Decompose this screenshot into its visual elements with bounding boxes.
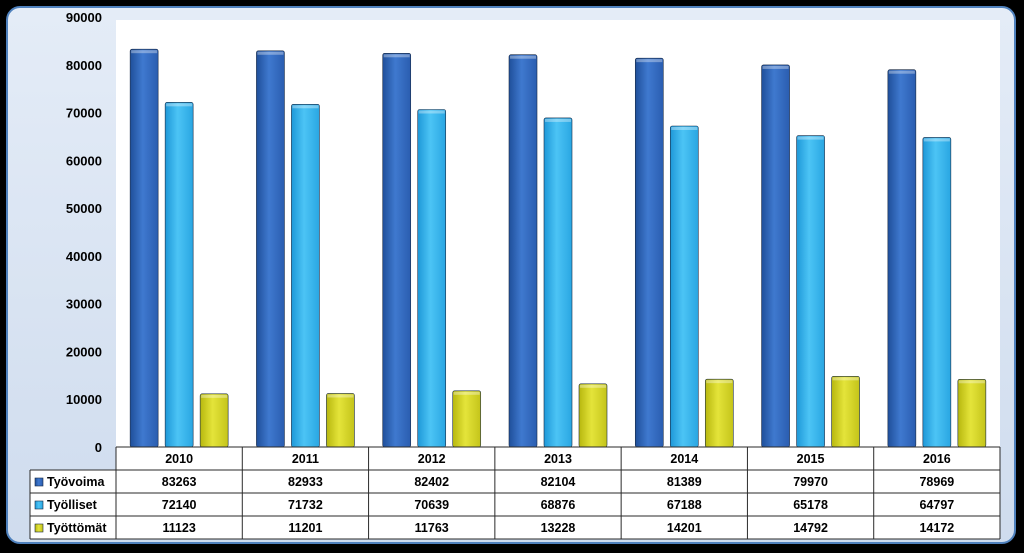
x-tick-label: 2013 [544,452,572,466]
x-tick-label: 2016 [923,452,951,466]
bar-tyolliset-2015 [796,135,825,448]
bar-tyolliset-2014 [669,125,699,448]
bar-tyolliset-2011 [291,103,320,448]
data-cell: 14201 [667,521,702,535]
bar-tyolliset-2012 [417,109,447,448]
legend-key-0 [34,477,44,487]
bar-highlight [888,70,915,74]
bar-tyottomat-2011 [326,393,355,448]
bar-highlight [797,136,824,140]
bar-highlight [636,59,663,63]
bar-highlight [958,380,985,384]
data-cell: 78969 [919,475,954,489]
legend-label: Työvoima [47,475,105,489]
legend-key-2 [34,523,44,533]
bar-highlight [418,110,445,114]
bar-tyottomat-2016 [957,378,987,448]
data-cell: 64797 [919,498,954,512]
y-tick-label: 60000 [66,153,102,168]
bar-tyottomat-2010 [199,393,229,448]
bar-highlight [201,394,228,398]
bar-tyovoima-2010 [129,48,159,448]
legend-label: Työlliset [47,498,98,512]
data-cell: 13228 [541,521,576,535]
data-cell: 11201 [288,521,322,535]
y-tick-label: 10000 [66,392,102,407]
data-cell: 82104 [541,475,576,489]
data-table: 2010 2011 2012 2013 2014 2015 2016 Työvoima 8326… [29,446,1001,540]
bar-highlight [166,103,193,107]
y-axis: 0 10000 20000 30000 40000 50000 60000 70000 8000… [66,10,102,455]
bar-tyottomat-2014 [704,378,734,448]
data-cell: 83263 [162,475,197,489]
data-cell: 68876 [541,498,576,512]
y-tick-label: 50000 [66,201,102,216]
y-tick-label: 0 [95,440,102,455]
bar-highlight [671,126,698,130]
table-label-column [30,470,116,539]
data-cell: 11123 [162,521,195,535]
data-cell: 11763 [415,521,449,535]
data-cell: 14172 [919,521,954,535]
bar-tyottomat-2015 [831,376,860,448]
bar-highlight [257,51,284,55]
bar-tyovoima-2013 [508,54,538,448]
data-cell: 65178 [793,498,828,512]
bar-tyovoima-2014 [634,57,664,448]
data-cell: 72140 [162,498,197,512]
data-cell: 79970 [793,475,828,489]
bar-tyovoima-2016 [887,69,917,448]
bar-highlight [510,55,536,59]
bar-tyovoima-2012 [382,53,412,448]
data-cell: 82933 [288,475,323,489]
bar-highlight [923,138,950,142]
bar-highlight [706,380,733,384]
bars [129,48,987,448]
y-tick-label: 90000 [66,10,102,25]
data-cell: 81389 [667,475,702,489]
bar-highlight [327,394,354,398]
data-cell: 70639 [414,498,449,512]
y-tick-label: 80000 [66,58,102,73]
legend-key-1 [34,500,44,510]
bar-tyolliset-2016 [922,137,952,448]
bar-tyottomat-2012 [452,390,482,448]
y-tick-label: 20000 [66,344,102,359]
y-tick-label: 70000 [66,106,102,121]
legend-label: Työttömät [47,521,107,535]
data-cell: 14792 [793,521,828,535]
bar-highlight [292,105,319,109]
x-tick-label: 2014 [670,452,698,466]
bar-highlight [580,384,606,388]
bar-tyottomat-2013 [578,383,608,448]
x-tick-label: 2012 [418,452,446,466]
bar-highlight [131,50,158,54]
bar-tyovoima-2015 [761,64,790,448]
data-cell: 71732 [288,498,323,512]
x-tick-label: 2010 [165,452,193,466]
y-tick-label: 40000 [66,249,102,264]
bar-highlight [383,54,410,58]
bar-highlight [832,377,859,381]
bar-tyovoima-2011 [256,50,285,448]
x-tick-label: 2015 [797,452,825,466]
data-cell: 82402 [414,475,449,489]
bar-highlight [762,65,789,69]
x-tick-label: 2011 [292,452,319,466]
bar-highlight [545,118,571,122]
data-cell: 67188 [667,498,702,512]
bar-tyolliset-2010 [164,102,194,448]
bar-highlight [453,391,480,395]
bar-tyolliset-2013 [543,117,573,448]
y-tick-label: 30000 [66,297,102,312]
